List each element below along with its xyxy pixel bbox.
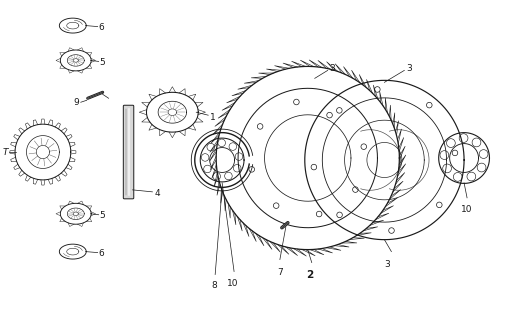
FancyBboxPatch shape	[123, 105, 134, 199]
Text: 1: 1	[210, 113, 216, 122]
Text: 10: 10	[461, 205, 473, 214]
Text: 5: 5	[99, 58, 106, 67]
Text: 6: 6	[98, 249, 105, 258]
Text: 6: 6	[98, 23, 105, 32]
Text: 10: 10	[227, 279, 239, 288]
Text: 2: 2	[306, 269, 314, 280]
Text: 8: 8	[211, 282, 217, 291]
Text: 3: 3	[384, 260, 390, 268]
Text: 3: 3	[330, 64, 335, 73]
Text: 9: 9	[73, 98, 79, 107]
Text: 5: 5	[99, 211, 106, 220]
Text: 7: 7	[277, 268, 283, 276]
Text: 4: 4	[155, 189, 160, 198]
Text: 3: 3	[407, 64, 412, 73]
Text: T: T	[3, 148, 8, 156]
